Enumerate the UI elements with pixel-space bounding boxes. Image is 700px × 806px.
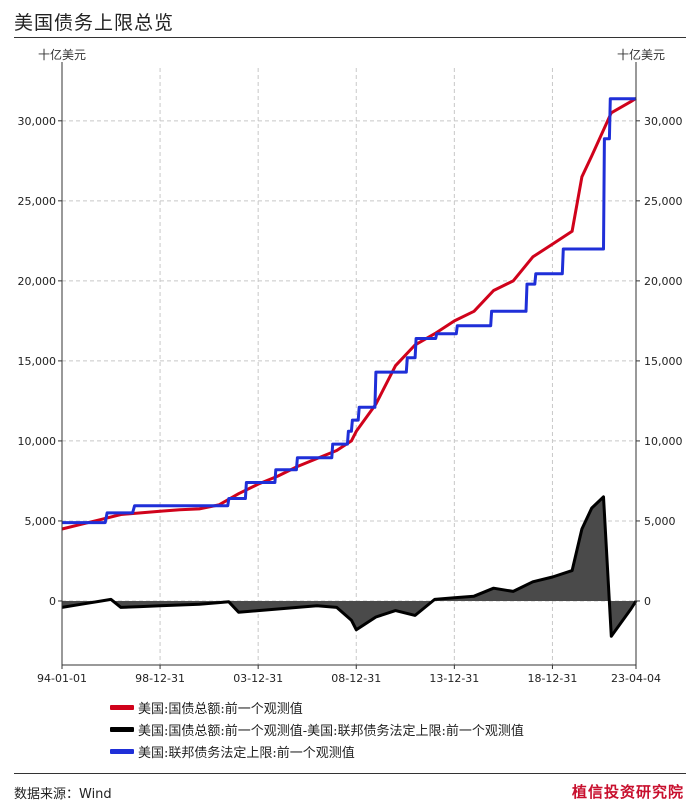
debt-ceiling-line <box>62 97 636 525</box>
legend-label-gap: 美国:国债总额:前一个观测值-美国:联邦债务法定上限:前一个观测值 <box>138 723 524 739</box>
legend-item-gap[interactable]: 美国:国债总额:前一个观测值-美国:联邦债务法定上限:前一个观测值 <box>110 718 524 740</box>
x-tick-label: 94-01-01 <box>37 672 87 685</box>
gap-area-fill <box>62 496 636 637</box>
total-debt-line <box>61 97 637 531</box>
debt-minus-ceiling-line <box>61 495 638 638</box>
y-tick-label-right: 10,000 <box>644 435 683 448</box>
legend-label-total-debt: 美国:国债总额:前一个观测值 <box>138 701 303 717</box>
y-tick-label-left: 10,000 <box>18 435 57 448</box>
data-source: 数据来源：Wind <box>14 787 112 802</box>
legend-label-ceiling: 美国:联邦债务法定上限:前一个观测值 <box>138 745 355 761</box>
chart-legend: 美国:国债总额:前一个观测值 美国:国债总额:前一个观测值-美国:联邦债务法定上… <box>110 696 524 762</box>
y-tick-label-left: 0 <box>49 595 56 608</box>
y-tick-label-right: 0 <box>644 595 651 608</box>
legend-item-total-debt[interactable]: 美国:国债总额:前一个观测值 <box>110 696 524 718</box>
y-tick-label-left: 20,000 <box>18 275 57 288</box>
x-tick-label: 03-12-31 <box>233 672 283 685</box>
legend-swatch-gap <box>110 726 134 732</box>
chart-title: 美国债务上限总览 <box>14 12 175 34</box>
x-tick-label: 18-12-31 <box>527 672 577 685</box>
y-tick-label-left: 30,000 <box>18 115 57 128</box>
debt-ceiling-chart: 0 0 5,000 5,000 10,000 10,000 15,000 15,000 20,0… <box>18 62 683 685</box>
x-tick-label: 13-12-31 <box>429 672 479 685</box>
left-axis-unit: 十亿美元 <box>38 48 87 62</box>
axis-layer: 0 0 5,000 5,000 10,000 10,000 15,000 15,000 20,0… <box>18 62 683 685</box>
x-tick-label: 23-04-04 <box>611 672 661 685</box>
y-tick-label-right: 25,000 <box>644 195 683 208</box>
y-tick-label-left: 15,000 <box>18 355 57 368</box>
x-tick-label: 98-12-31 <box>135 672 185 685</box>
y-tick-label-right: 20,000 <box>644 275 683 288</box>
legend-item-ceiling[interactable]: 美国:联邦债务法定上限:前一个观测值 <box>110 740 524 762</box>
y-tick-label-right: 15,000 <box>644 355 683 368</box>
series-lines <box>61 97 638 638</box>
brand-logo-text: 植信投资研究院 <box>571 783 684 801</box>
x-tick-label: 08-12-31 <box>331 672 381 685</box>
y-tick-label-left: 5,000 <box>25 515 57 528</box>
gap-area <box>62 496 636 637</box>
right-axis-unit: 十亿美元 <box>617 48 666 62</box>
y-tick-label-right: 30,000 <box>644 115 683 128</box>
title-rule <box>14 37 686 38</box>
grid-layer <box>62 68 636 665</box>
footer-rule <box>14 773 686 774</box>
y-tick-label-right: 5,000 <box>644 515 676 528</box>
legend-swatch-total-debt <box>110 704 134 710</box>
legend-swatch-ceiling <box>110 748 134 754</box>
y-tick-label-left: 25,000 <box>18 195 57 208</box>
